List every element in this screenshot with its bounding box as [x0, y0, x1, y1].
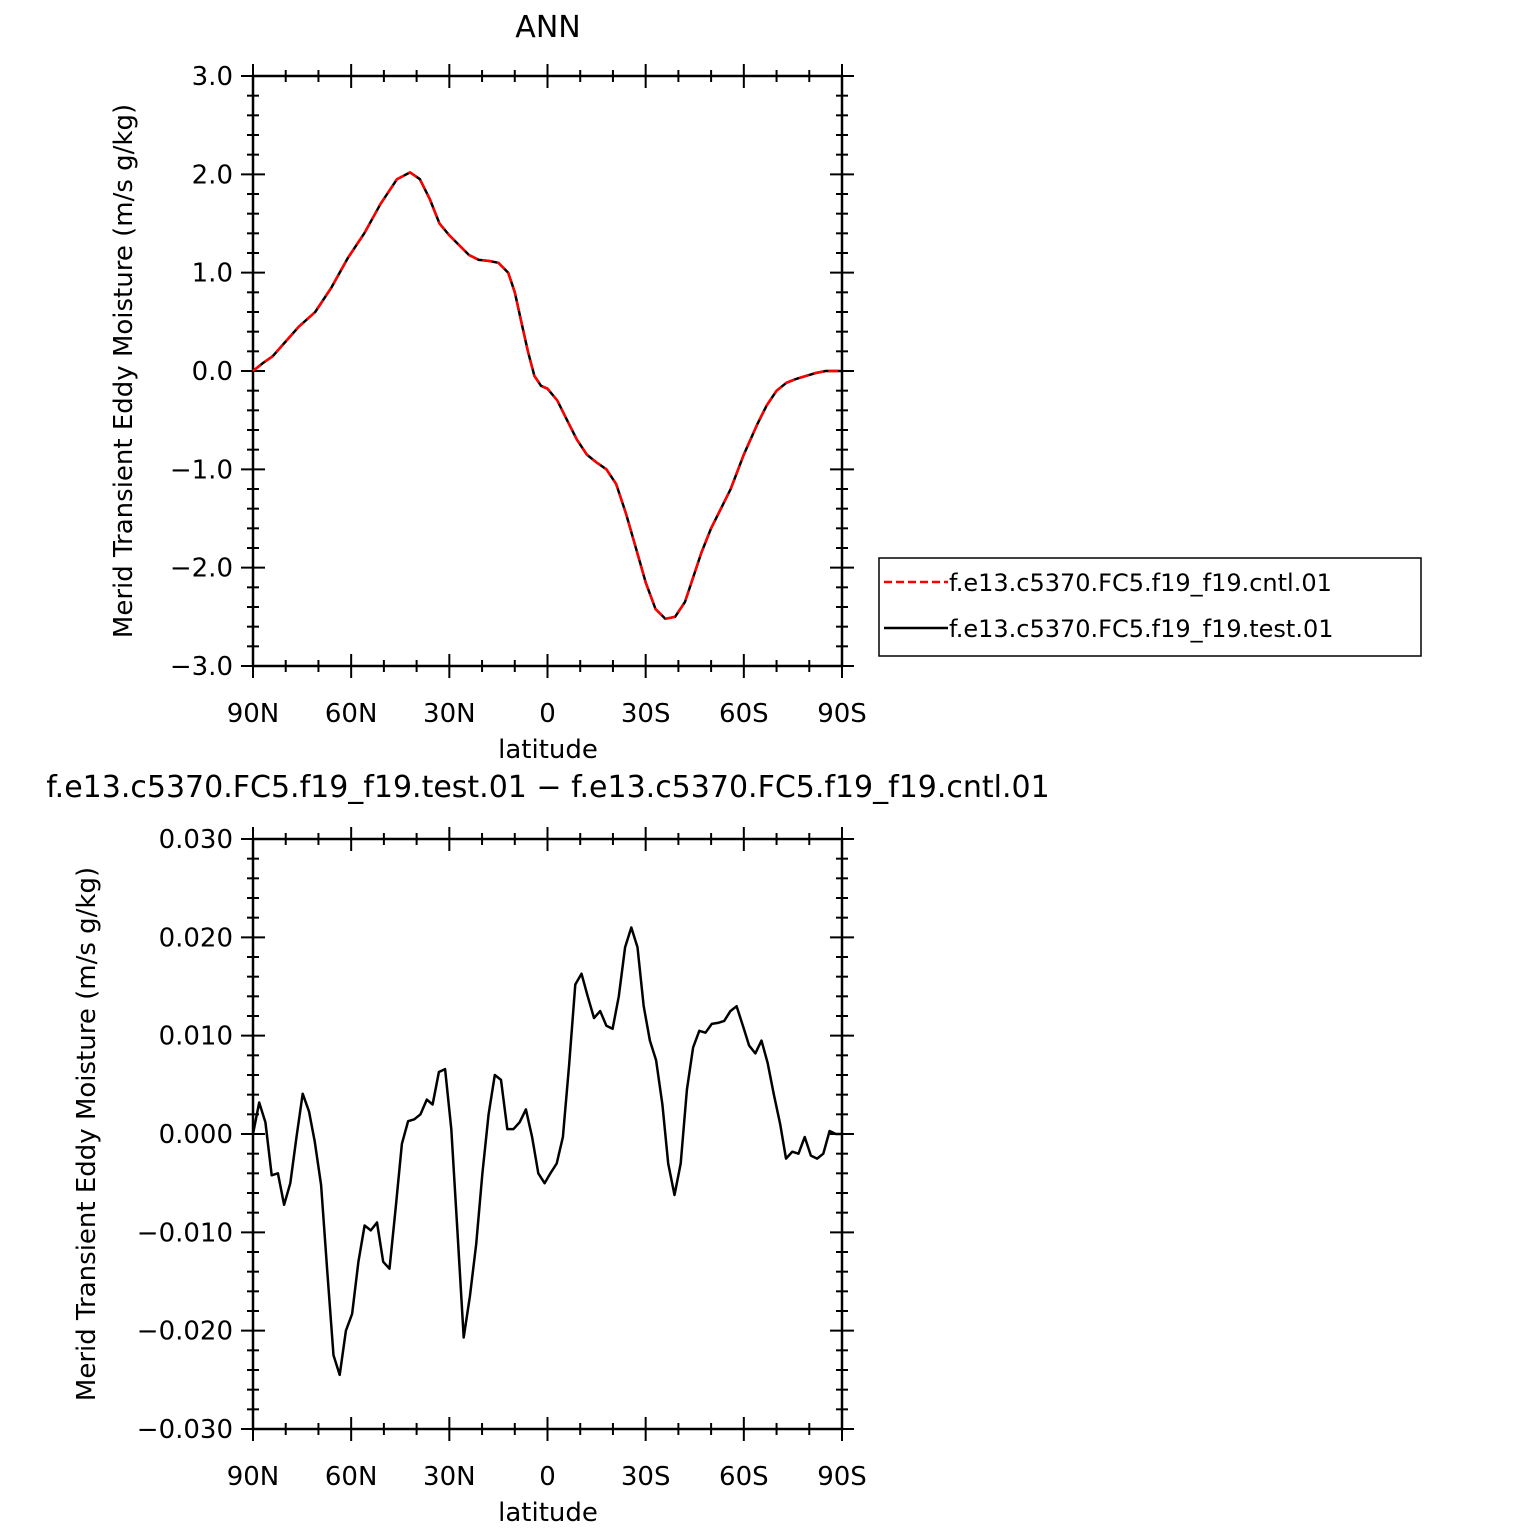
- x-tick-label: 90S: [817, 699, 867, 729]
- x-tick-label: 30S: [621, 1462, 671, 1492]
- series-line-difference: [251, 926, 842, 1377]
- series-line-test: [252, 171, 842, 621]
- y-tick-label: −0.020: [137, 1317, 233, 1347]
- legend-label-test: f.e13.c5370.FC5.f19_f19.test.01: [949, 615, 1334, 643]
- y-tick-label: 0.010: [159, 1022, 233, 1052]
- x-tick-label: 90S: [817, 1462, 867, 1492]
- top-plot-x-axis-label: latitude: [498, 735, 598, 765]
- x-tick-label: 60S: [719, 1462, 769, 1492]
- y-tick-label: 1.0: [192, 259, 233, 289]
- y-tick-label: −2.0: [170, 554, 233, 584]
- x-tick-label: 30N: [423, 1462, 476, 1492]
- bottom-plot: f.e13.c5370.FC5.f19_f19.test.01 − f.e13.…: [46, 770, 1049, 1528]
- y-tick-label: −0.010: [137, 1218, 233, 1248]
- x-tick-label: 0: [539, 1462, 556, 1492]
- top-plot: ANN −3.0 −2.0 −1.0 0.0 1.0 2.0 3.0 90N 60N 30N 0 3…: [109, 10, 867, 765]
- y-tick-label: 0.0: [192, 357, 233, 387]
- y-tick-label: 3.0: [192, 62, 233, 92]
- bottom-plot-y-axis-label: Merid Transient Eddy Moisture (m/s g/kg): [72, 867, 102, 1401]
- top-plot-ticks: [241, 64, 854, 678]
- x-tick-label: 90N: [227, 699, 280, 729]
- top-plot-lines: [252, 171, 842, 621]
- top-plot-title: ANN: [515, 10, 580, 45]
- y-tick-label: −0.030: [137, 1415, 233, 1445]
- top-plot-x-tick-labels: 90N 60N 30N 0 30S 60S 90S: [227, 699, 867, 729]
- y-tick-label: −3.0: [170, 652, 233, 682]
- bottom-plot-ticks: [241, 827, 854, 1441]
- top-plot-y-axis-label: Merid Transient Eddy Moisture (m/s g/kg): [109, 104, 139, 638]
- x-tick-label: 30N: [423, 699, 476, 729]
- x-tick-label: 0: [539, 699, 556, 729]
- bottom-plot-x-tick-labels: 90N 60N 30N 0 30S 60S 90S: [227, 1462, 867, 1492]
- top-plot-y-tick-labels: −3.0 −2.0 −1.0 0.0 1.0 2.0 3.0: [170, 62, 233, 682]
- bottom-plot-title: f.e13.c5370.FC5.f19_f19.test.01 − f.e13.…: [46, 770, 1049, 805]
- bottom-plot-frame: [251, 837, 844, 1431]
- y-tick-label: −1.0: [170, 455, 233, 485]
- y-tick-label: 0.030: [159, 825, 233, 855]
- legend-box: [878, 557, 1422, 657]
- bottom-plot-lines: [251, 926, 842, 1377]
- x-tick-label: 60N: [325, 1462, 378, 1492]
- bottom-plot-y-tick-labels: −0.030 −0.020 −0.010 0.000 0.010 0.020 0.030: [137, 825, 233, 1445]
- y-tick-label: 0.020: [159, 923, 233, 953]
- bottom-plot-x-axis-label: latitude: [498, 1498, 598, 1528]
- x-tick-label: 60N: [325, 699, 378, 729]
- x-tick-label: 60S: [719, 699, 769, 729]
- x-tick-label: 90N: [227, 1462, 280, 1492]
- legend: f.e13.c5370.FC5.f19_f19.cntl.01 f.e13.c5…: [878, 557, 1422, 657]
- x-tick-label: 30S: [621, 699, 671, 729]
- legend-label-cntl: f.e13.c5370.FC5.f19_f19.cntl.01: [949, 569, 1332, 597]
- series-line-cntl: [252, 171, 842, 621]
- y-tick-label: 0.000: [159, 1120, 233, 1150]
- top-plot-frame: [251, 74, 844, 668]
- y-tick-label: 2.0: [192, 160, 233, 190]
